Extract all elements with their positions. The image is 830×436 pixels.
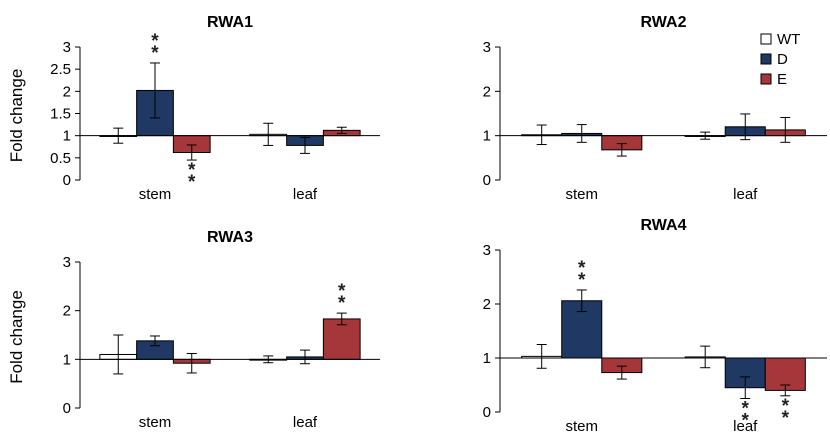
y-tick-label: 3 bbox=[483, 39, 491, 56]
y-tick-label: 3 bbox=[483, 242, 491, 259]
x-category-label: leaf bbox=[733, 418, 758, 435]
y-tick-label: 3 bbox=[63, 39, 71, 56]
y-axis-label: Fold change bbox=[7, 290, 26, 384]
significance-star: * bbox=[742, 399, 750, 420]
panel-title: RWA1 bbox=[207, 14, 253, 31]
y-axis-label: Fold change bbox=[7, 69, 26, 163]
legend-label: E bbox=[777, 71, 787, 88]
y-tick-label: 1 bbox=[483, 128, 491, 145]
legend-label: D bbox=[777, 51, 788, 68]
x-category-label: stem bbox=[139, 186, 172, 203]
legend-swatch-e bbox=[760, 73, 772, 85]
significance-star: * bbox=[338, 293, 346, 314]
panel-title: RWA2 bbox=[641, 14, 687, 31]
significance-star: * bbox=[188, 160, 196, 181]
x-category-label: leaf bbox=[293, 414, 318, 431]
significance-star: * bbox=[782, 396, 790, 417]
x-category-label: stem bbox=[565, 186, 598, 203]
y-tick-label: 2 bbox=[63, 83, 71, 100]
significance-star: * bbox=[578, 270, 586, 291]
significance-star: * bbox=[578, 258, 586, 279]
y-tick-label: 2 bbox=[483, 83, 491, 100]
y-tick-label: 2 bbox=[63, 303, 71, 320]
y-tick-label: 3 bbox=[63, 254, 71, 271]
x-category-label: leaf bbox=[733, 186, 758, 203]
y-tick-label: 2 bbox=[483, 296, 491, 313]
significance-star: * bbox=[782, 408, 790, 429]
significance-star: * bbox=[188, 172, 196, 193]
y-tick-label: 0 bbox=[483, 404, 491, 421]
y-tick-label: 1 bbox=[483, 350, 491, 367]
y-tick-label: 2.5 bbox=[50, 61, 71, 78]
significance-star: * bbox=[151, 31, 159, 52]
panel-title: RWA3 bbox=[207, 229, 253, 246]
x-category-label: leaf bbox=[293, 186, 318, 203]
x-category-label: stem bbox=[139, 414, 172, 431]
legend: WT DE bbox=[760, 31, 800, 88]
legend-swatch-d bbox=[760, 53, 772, 65]
significance-star: * bbox=[151, 43, 159, 64]
y-tick-label: 1 bbox=[63, 351, 71, 368]
panel-title: RWA4 bbox=[641, 217, 687, 234]
y-tick-label: 1 bbox=[63, 128, 71, 145]
x-category-label: stem bbox=[565, 418, 598, 435]
y-tick-label: 0 bbox=[483, 172, 491, 189]
significance-star: * bbox=[338, 281, 346, 302]
y-tick-label: 0.5 bbox=[50, 150, 71, 167]
legend-swatch-wt bbox=[760, 33, 772, 45]
y-tick-label: 1.5 bbox=[50, 106, 71, 123]
panel-3: RWA3 0 1 2 3 Fold change stem leaf ** bbox=[7, 229, 380, 431]
y-tick-label: 0 bbox=[63, 400, 71, 417]
panel-2: RWA2 0 1 2 3 stem leaf bbox=[483, 14, 827, 203]
legend-label: WT bbox=[777, 31, 800, 48]
significance-star: * bbox=[742, 411, 750, 432]
y-tick-label: 0 bbox=[63, 172, 71, 189]
